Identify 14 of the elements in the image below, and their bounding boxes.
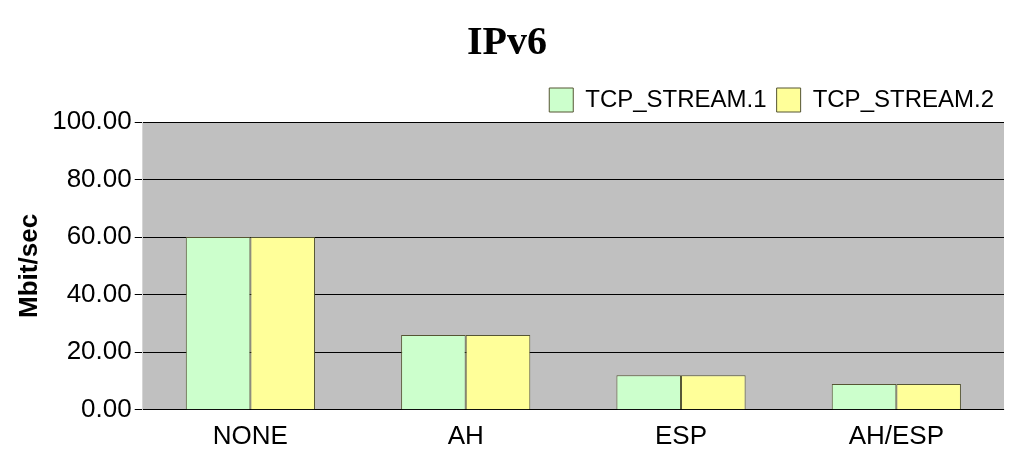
y-tick-label: 60.00 <box>66 220 132 251</box>
x-tick-label: NONE <box>212 419 288 450</box>
legend-label: TCP_STREAM.1 <box>585 84 767 112</box>
y-tick-label: 100.00 <box>52 105 132 136</box>
x-tick-label: AH <box>447 419 484 450</box>
y-tick-label: 40.00 <box>66 277 132 308</box>
x-tick-label: ESP <box>655 419 708 450</box>
y-tick-label: 20.00 <box>66 335 132 366</box>
x-tick-label: AH/ESP <box>848 419 945 450</box>
y-tick-label: 80.00 <box>66 162 132 193</box>
legend-label: TCP_STREAM.2 <box>812 84 994 112</box>
y-tick-label: 0.00 <box>81 392 132 423</box>
chart-title: IPv6 <box>467 18 547 64</box>
y-axis-title: Mbit/sec <box>12 213 43 318</box>
